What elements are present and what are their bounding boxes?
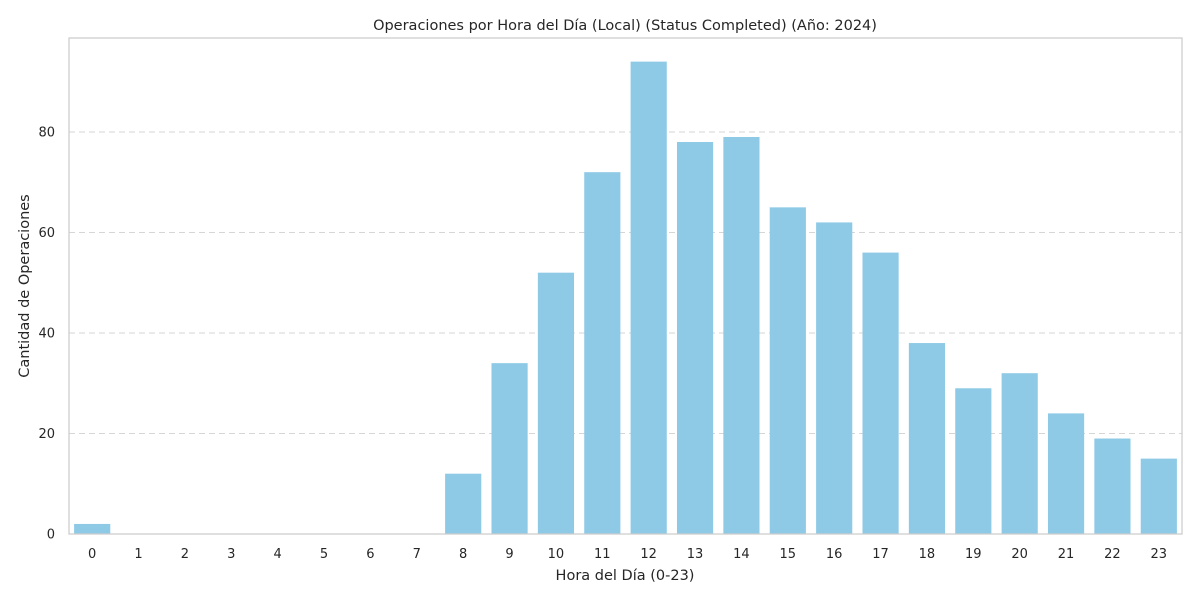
bar-hour-19 <box>955 388 992 534</box>
bar-hour-12 <box>630 61 667 534</box>
x-tick-label: 18 <box>919 547 936 562</box>
x-tick-label: 21 <box>1058 547 1075 562</box>
bar-hour-17 <box>862 252 899 535</box>
bar-hour-8 <box>445 473 482 534</box>
x-tick-label: 23 <box>1151 547 1168 562</box>
bar-hour-9 <box>491 363 528 534</box>
plot-frame <box>68 37 1183 535</box>
x-tick-label: 12 <box>640 547 657 562</box>
x-tick-label: 0 <box>88 547 96 562</box>
x-tick-label: 11 <box>594 547 611 562</box>
bar-hour-13 <box>676 142 714 534</box>
x-tick-label: 22 <box>1104 547 1121 562</box>
gridlines <box>69 131 1182 434</box>
y-tick-label: 0 <box>47 528 55 543</box>
x-tick-label: 9 <box>505 547 513 562</box>
x-tick-label: 20 <box>1011 547 1028 562</box>
x-axis-ticks: 0 1 2 3 4 5 6 7 8 9 10 11 12 13 14 15 16 17 18 19 20 21 22 23 <box>88 547 1167 562</box>
x-tick-label: 2 <box>181 547 189 562</box>
x-tick-label: 6 <box>366 547 374 562</box>
x-tick-label: 19 <box>965 547 982 562</box>
bar-hour-10 <box>537 272 575 534</box>
bar-hour-15 <box>769 207 806 535</box>
x-tick-label: 17 <box>872 547 889 562</box>
bar-hour-14 <box>723 136 760 534</box>
y-tick-label: 60 <box>38 226 55 241</box>
bar-hour-22 <box>1094 438 1131 534</box>
x-tick-label: 8 <box>459 547 467 562</box>
bar-hour-11 <box>584 172 621 535</box>
bar-hour-16 <box>816 222 853 535</box>
y-tick-label: 80 <box>38 125 55 140</box>
y-axis-label: Cantidad de Operaciones <box>17 194 33 377</box>
bar-hour-23 <box>1140 458 1177 534</box>
y-tick-label: 20 <box>38 427 55 442</box>
x-tick-label: 13 <box>687 547 704 562</box>
x-axis-label: Hora del Día (0-23) <box>556 568 695 584</box>
bar-hour-21 <box>1047 413 1085 534</box>
x-tick-label: 15 <box>780 547 797 562</box>
chart-title: Operaciones por Hora del Día (Local) (St… <box>373 18 877 34</box>
x-tick-label: 5 <box>320 547 328 562</box>
y-axis-ticks: 0 20 40 60 80 <box>38 125 55 542</box>
x-tick-label: 3 <box>227 547 235 562</box>
bar-hour-18 <box>908 343 946 534</box>
y-tick-label: 40 <box>38 326 55 341</box>
x-tick-label: 10 <box>548 547 565 562</box>
bars <box>74 61 1177 535</box>
bar-hour-0 <box>74 523 111 534</box>
x-tick-label: 14 <box>733 547 750 562</box>
x-tick-label: 4 <box>274 547 282 562</box>
x-tick-label: 7 <box>413 547 421 562</box>
x-tick-label: 1 <box>134 547 142 562</box>
x-tick-label: 16 <box>826 547 843 562</box>
bar-hour-20 <box>1001 373 1038 534</box>
